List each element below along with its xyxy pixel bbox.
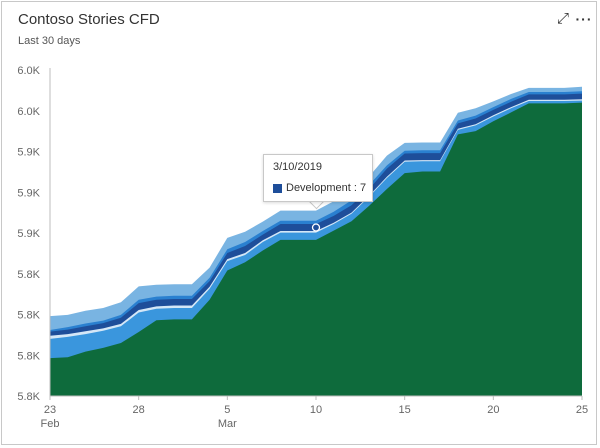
x-tick-label: 15 [399, 404, 411, 416]
y-tick-label: 5.9K [17, 228, 40, 240]
x-tick-month-label: Feb [41, 418, 60, 430]
x-tick-month-label: Mar [218, 418, 237, 430]
x-tick-label: 5 [224, 404, 230, 416]
y-tick-label: 6.0K [17, 65, 40, 77]
x-tick-label: 23 [44, 404, 56, 416]
x-tick-label: 10 [310, 404, 322, 416]
expand-icon[interactable]: ⤢ [556, 10, 569, 27]
y-tick-label: 6.0K [17, 106, 40, 118]
x-tick-label: 25 [576, 404, 588, 416]
widget-title: Contoso Stories CFD [18, 11, 160, 28]
y-tick-label: 5.8K [17, 350, 40, 362]
x-tick-label: 20 [487, 404, 499, 416]
more-options-icon[interactable]: ··· [575, 11, 593, 27]
series-area-closed[interactable] [50, 102, 582, 396]
widget-subtitle: Last 30 days [18, 35, 81, 47]
tooltip-date: 3/10/2019 [273, 161, 322, 173]
y-tick-label: 5.8K [17, 310, 40, 322]
y-tick-label: 5.9K [17, 187, 40, 199]
y-tick-label: 5.8K [17, 391, 40, 403]
tooltip-series-swatch [273, 184, 282, 193]
chart-tooltip: 3/10/2019 Development : 7 [263, 154, 373, 202]
hover-point[interactable] [311, 223, 321, 232]
y-tick-label: 5.8K [17, 269, 40, 281]
x-tick-label: 28 [133, 404, 145, 416]
y-tick-label: 5.9K [17, 147, 40, 159]
tooltip-series-value: Development : 7 [286, 182, 367, 194]
